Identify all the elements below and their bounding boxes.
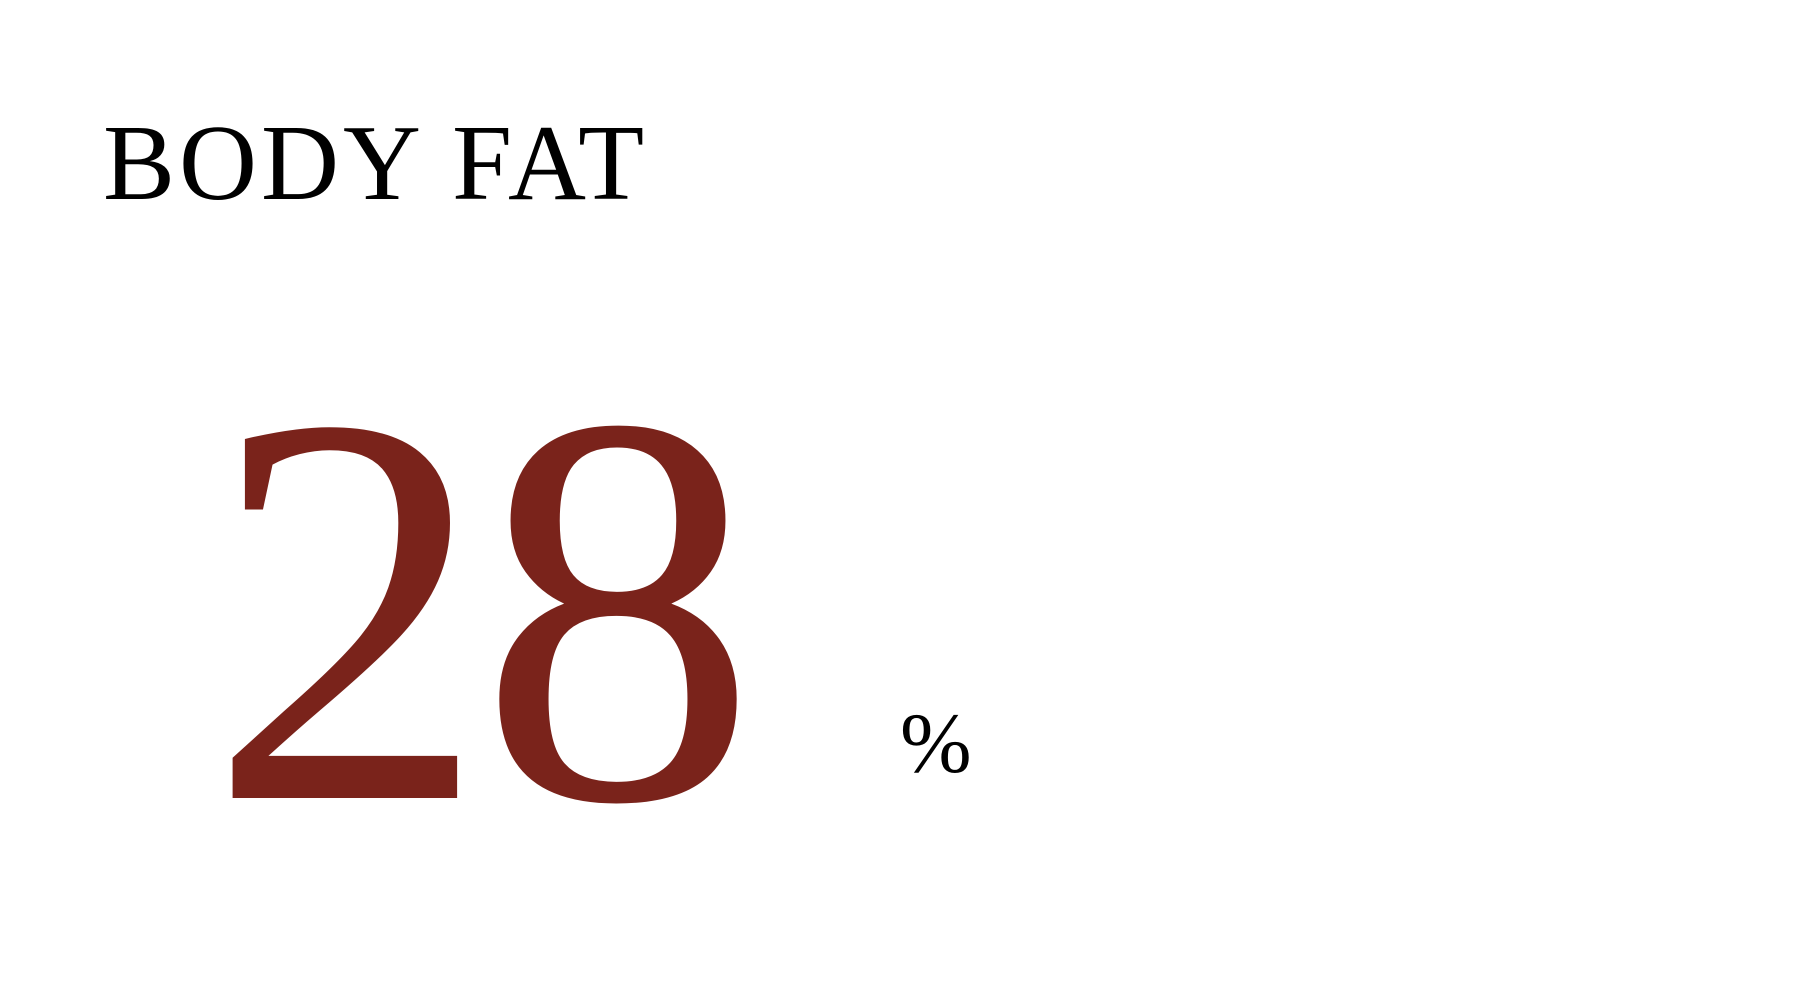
- metric-label: BODY FAT: [103, 104, 649, 223]
- metric-unit: %: [900, 695, 972, 791]
- metric-value: 28: [208, 300, 758, 920]
